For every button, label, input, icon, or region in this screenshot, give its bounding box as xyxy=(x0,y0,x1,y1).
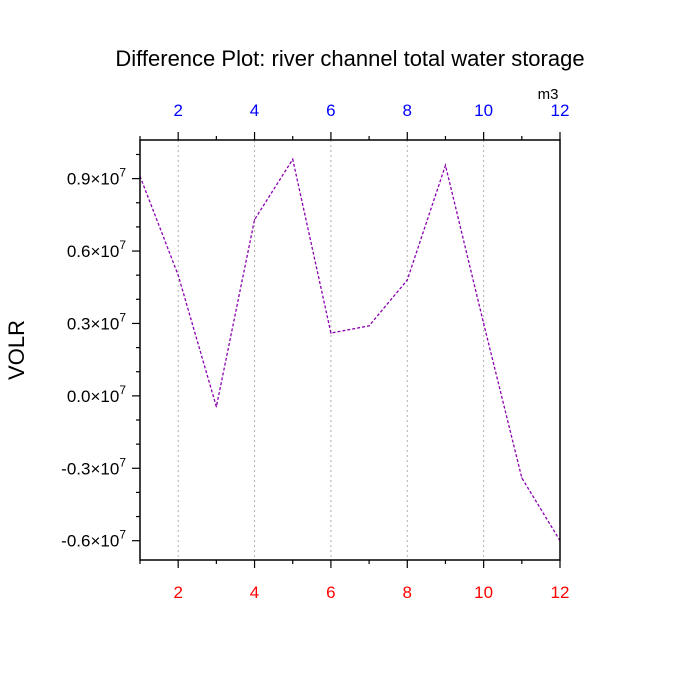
chart-title: Difference Plot: river channel total wat… xyxy=(115,46,584,71)
y-tick-label: 0.0×107 xyxy=(67,383,126,406)
x-tick-label-top: 12 xyxy=(551,101,570,120)
x-tick-label-top: 6 xyxy=(326,101,335,120)
y-tick-label: 0.9×107 xyxy=(67,166,126,189)
series-line xyxy=(139,157,561,542)
units-label: m3 xyxy=(538,86,559,103)
data-point xyxy=(292,158,294,160)
x-tick-label-top: 8 xyxy=(403,101,412,120)
data-point xyxy=(444,164,447,166)
x-tick-label-bottom: 4 xyxy=(250,583,259,602)
plot-frame xyxy=(139,139,561,561)
data-point xyxy=(215,406,217,408)
x-tick-label-top: 2 xyxy=(173,101,182,120)
tick-layer xyxy=(132,132,561,568)
y-tick-label: -0.3×107 xyxy=(61,455,126,478)
y-tick-label: 0.6×107 xyxy=(67,238,126,261)
x-tick-label-top: 4 xyxy=(250,101,259,120)
data-point xyxy=(330,332,332,334)
data-point xyxy=(521,477,523,479)
y-tick-label: -0.6×107 xyxy=(61,528,126,551)
x-tick-label-top: 10 xyxy=(474,101,493,120)
data-point xyxy=(483,322,485,325)
x-tick-label-bottom: 6 xyxy=(326,583,335,602)
label-layer: 2 2 4 4 6 6 8 8 10 10 12 12 -0.6×107 -0.3×107 0.0×107 0… xyxy=(61,101,569,602)
y-tick-label: 0.3×107 xyxy=(67,310,126,333)
data-point xyxy=(368,325,370,327)
x-tick-label-bottom: 10 xyxy=(474,583,493,602)
data-point xyxy=(177,274,179,276)
y-axis-label: VOLR xyxy=(4,320,29,380)
series-layer xyxy=(139,157,561,542)
data-point xyxy=(406,279,408,281)
grid-layer xyxy=(177,140,485,560)
data-point xyxy=(253,219,256,221)
x-tick-label-bottom: 12 xyxy=(551,583,570,602)
x-tick-label-bottom: 8 xyxy=(403,583,412,602)
x-tick-label-bottom: 2 xyxy=(173,583,182,602)
